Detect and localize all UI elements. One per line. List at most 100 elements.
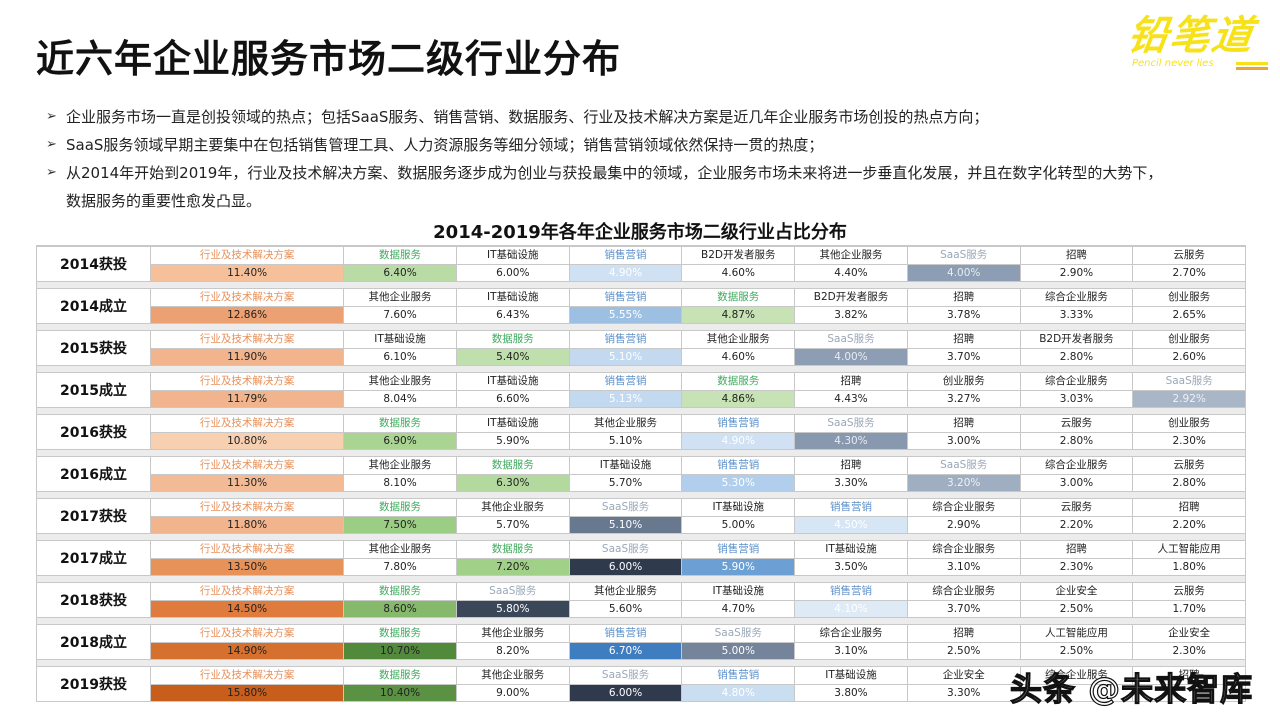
sector-name: 招聘 <box>795 373 907 391</box>
sector-name: SaaS服务 <box>569 667 682 685</box>
sector-share: 2.20% <box>1020 517 1133 533</box>
sector-share: 2.50% <box>1020 601 1133 617</box>
table-cell: SaaS服务 2.92% <box>1133 373 1246 407</box>
sector-share: 3.50% <box>795 559 907 575</box>
sector-share: 6.00% <box>569 685 682 701</box>
table-cell: 行业及技术解决方案 15.80% <box>151 667 345 701</box>
bullet-item: ➢ 企业服务市场一直是创投领域的热点；包括SaaS服务、销售营销、数据服务、行业… <box>46 103 1246 131</box>
sector-share: 3.70% <box>907 601 1020 617</box>
sector-share: 10.70% <box>344 643 456 659</box>
sector-share: 6.30% <box>456 475 569 491</box>
table-cell: 行业及技术解决方案 13.50% <box>151 541 345 575</box>
sector-name: 云服务 <box>1020 415 1133 433</box>
sector-name: 人工智能应用 <box>1020 625 1133 643</box>
table-row: 2015成立 行业及技术解决方案 11.79% 其他企业服务 8.04% IT基础设施 6.… <box>37 372 1246 408</box>
sector-share: 7.80% <box>344 559 456 575</box>
sector-name: 数据服务 <box>344 247 456 265</box>
table-cell: 综合企业服务 3.10% <box>795 625 908 659</box>
sector-share: 4.30% <box>795 433 907 449</box>
table-cell: 行业及技术解决方案 11.80% <box>151 499 345 533</box>
sector-share: 5.40% <box>456 349 569 365</box>
table-cell: 数据服务 6.40% <box>344 247 457 281</box>
sector-name: IT基础设施 <box>344 331 456 349</box>
table-cell: 云服务 2.20% <box>1020 499 1134 533</box>
sector-share: 5.13% <box>569 391 682 407</box>
sector-name: SaaS服务 <box>682 625 795 643</box>
table-cell: B2D开发者服务 4.60% <box>682 247 796 281</box>
sector-share: 4.43% <box>795 391 907 407</box>
bullet-text: 企业服务市场一直是创投领域的热点；包括SaaS服务、销售营销、数据服务、行业及技… <box>66 108 989 126</box>
sector-name: 行业及技术解决方案 <box>151 667 344 685</box>
table-cell: 云服务 2.70% <box>1133 247 1246 281</box>
table-cell: 招聘 2.30% <box>1020 541 1134 575</box>
sector-share: 3.70% <box>907 349 1020 365</box>
table-cell: 人工智能应用 2.50% <box>1020 625 1134 659</box>
row-label: 2016成立 <box>37 457 151 491</box>
sector-name: 招聘 <box>1020 541 1133 559</box>
table-cell: 招聘 4.43% <box>795 373 908 407</box>
sector-name: IT基础设施 <box>682 583 795 601</box>
sector-name: 行业及技术解决方案 <box>151 625 344 643</box>
table-row: 2018获投 行业及技术解决方案 14.50% 数据服务 8.60% SaaS服务 5.80… <box>37 582 1246 618</box>
table-row: 2017成立 行业及技术解决方案 13.50% 其他企业服务 7.80% 数据服务 7.20… <box>37 540 1246 576</box>
sector-name: IT基础设施 <box>456 247 569 265</box>
table-cell: 数据服务 6.90% <box>344 415 457 449</box>
sector-share <box>1020 685 1133 701</box>
sector-share: 14.50% <box>151 601 344 617</box>
sector-share: 7.60% <box>344 307 456 323</box>
sector-share: 2.60% <box>1133 349 1246 365</box>
sector-share: 6.00% <box>569 559 682 575</box>
table-cell: 云服务 2.80% <box>1133 457 1246 491</box>
table-cell: 行业及技术解决方案 11.30% <box>151 457 345 491</box>
sector-name: 销售营销 <box>569 373 682 391</box>
sector-share: 5.80% <box>456 601 569 617</box>
sector-name: 综合企业服务 <box>1020 289 1133 307</box>
sector-share: 3.10% <box>795 643 907 659</box>
table-cell: IT基础设施 3.80% <box>795 667 908 701</box>
sector-share: 4.60% <box>682 349 795 365</box>
sector-name: 综合企业服务 <box>907 499 1020 517</box>
sector-name: 人工智能应用 <box>1133 541 1246 559</box>
table-cell: SaaS服务 4.00% <box>907 247 1021 281</box>
table-cell: 其他企业服务 8.20% <box>456 625 570 659</box>
arrow-bullet-icon: ➢ <box>46 109 57 124</box>
sector-name: 其他企业服务 <box>569 583 682 601</box>
sector-name: 其他企业服务 <box>344 373 456 391</box>
sector-name: 销售营销 <box>682 541 795 559</box>
sector-share: 4.00% <box>907 265 1020 281</box>
table-cell: B2D开发者服务 3.82% <box>795 289 908 323</box>
table-cell: 企业安全 3.30% <box>907 667 1021 701</box>
bullet-item: ➢ SaaS服务领域早期主要集中在包括销售管理工具、人力资源服务等细分领域；销售… <box>46 131 1246 159</box>
table-cell: 企业安全 2.30% <box>1133 625 1246 659</box>
sector-name: IT基础设施 <box>795 541 907 559</box>
table-cell: IT基础设施 6.43% <box>456 289 570 323</box>
sector-share: 10.80% <box>151 433 344 449</box>
table-row: 2016成立 行业及技术解决方案 11.30% 其他企业服务 8.10% 数据服务 6.30… <box>37 456 1246 492</box>
sector-share: 2.70% <box>1133 265 1246 281</box>
row-label: 2018获投 <box>37 583 151 617</box>
sector-name: 其他企业服务 <box>344 289 456 307</box>
sector-name: SaaS服务 <box>1133 373 1246 391</box>
row-label: 2016获投 <box>37 415 151 449</box>
sector-name: 综合企业服务 <box>907 541 1020 559</box>
sector-share: 3.30% <box>907 685 1020 701</box>
sector-share: 5.70% <box>569 475 682 491</box>
sector-share: 3.78% <box>907 307 1020 323</box>
sector-share: 8.04% <box>344 391 456 407</box>
table-cell: 其他企业服务 5.10% <box>569 415 683 449</box>
sector-share: 3.03% <box>1020 391 1133 407</box>
sector-share: 3.82% <box>795 307 907 323</box>
table-cell: 销售营销 6.70% <box>569 625 683 659</box>
sector-share: 5.10% <box>569 433 682 449</box>
sector-share: 2.92% <box>1133 391 1246 407</box>
table-cell: 综合企业服务 3.03% <box>1020 373 1134 407</box>
bullet-item: ➢ 从2014年开始到2019年，行业及技术解决方案、数据服务逐步成为创业与获投… <box>46 159 1246 187</box>
table-cell: 其他企业服务 5.70% <box>456 499 570 533</box>
sector-share: 12.86% <box>151 307 344 323</box>
sector-share: 4.70% <box>682 601 795 617</box>
sector-share: 2.90% <box>1020 265 1133 281</box>
sector-name: 招聘 <box>907 289 1020 307</box>
table-cell: 销售营销 4.10% <box>795 583 908 617</box>
sector-name: 行业及技术解决方案 <box>151 583 344 601</box>
sector-name: 云服务 <box>1133 457 1246 475</box>
